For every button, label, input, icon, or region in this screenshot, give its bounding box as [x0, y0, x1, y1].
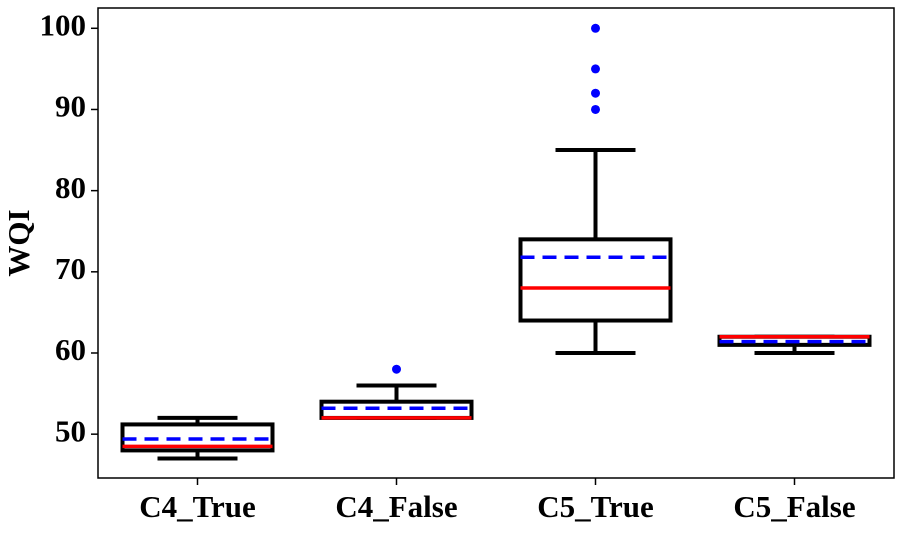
- y-tick-label: 100: [40, 7, 87, 42]
- plot-frame: [97, 7, 895, 479]
- y-tick-label: 90: [55, 89, 86, 124]
- outlier: [392, 364, 401, 374]
- outlier: [591, 104, 600, 114]
- x-tick-label: C5_False: [733, 489, 855, 524]
- outlier: [591, 88, 600, 98]
- y-tick-label: 50: [55, 413, 86, 448]
- x-tick-label: C5_True: [537, 489, 654, 524]
- y-tick-label: 60: [55, 332, 86, 367]
- y-tick-label: 70: [55, 251, 86, 286]
- outlier: [591, 23, 600, 33]
- y-tick-label: 80: [55, 170, 86, 205]
- x-tick-label: C4_False: [335, 489, 457, 524]
- y-axis-label: WQI: [1, 209, 36, 276]
- outlier: [591, 64, 600, 74]
- box: [518, 237, 673, 323]
- x-tick-label: C4_True: [139, 489, 256, 524]
